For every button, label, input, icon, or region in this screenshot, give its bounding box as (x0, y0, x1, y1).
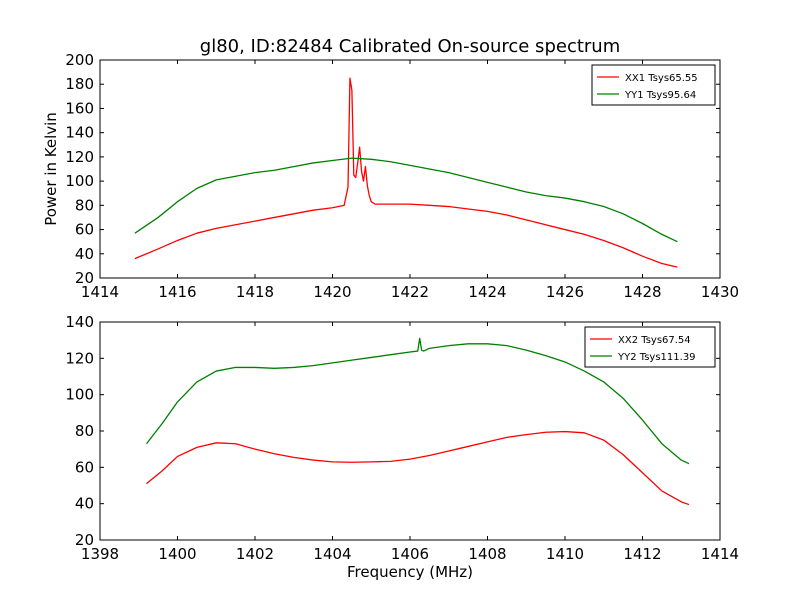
x-tick-label: 1412 (623, 545, 661, 563)
y-tick-label: 40 (75, 495, 94, 513)
y-tick-label: 160 (65, 99, 94, 117)
legend: XX2 Tsys67.54 YY2 Tsys111.39 (584, 326, 716, 368)
x-tick-label: 1416 (158, 283, 196, 301)
x-tick-label: 1404 (313, 545, 351, 563)
x-tick-label: 1414 (701, 545, 739, 563)
y-tick-label: 80 (75, 196, 94, 214)
x-tick-label: 1408 (468, 545, 506, 563)
y-tick-label: 140 (65, 124, 94, 142)
figure-title: gl80, ID:82484 Calibrated On-source spec… (200, 36, 620, 57)
y-tick-label: 180 (65, 75, 94, 93)
x-tick-label: 1414 (81, 283, 119, 301)
y-tick-label: 80 (75, 422, 94, 440)
series-line-1-1 (134, 77, 678, 268)
y-tick-label: 100 (65, 172, 94, 190)
legend-box (584, 326, 716, 368)
x-tick-label: 1420 (313, 283, 351, 301)
x-tick-label: 1422 (391, 283, 429, 301)
bottom-plot: 1398 1400 1402 1404 1406 1408 1410 1412 1414 20 40… (65, 313, 739, 581)
y-tick-label: 20 (75, 269, 94, 287)
y-tick-label: 120 (65, 148, 94, 166)
x-tick-label: 1430 (701, 283, 739, 301)
x-tick-label: 1398 (81, 545, 119, 563)
y-tick-label: 20 (75, 531, 94, 549)
y-tick-label: 40 (75, 245, 94, 263)
y-tick-label: 140 (65, 313, 94, 331)
x-tick-label: 1400 (158, 545, 196, 563)
legend-label: YY2 Tsys111.39 (617, 352, 696, 363)
x-tick-label: 1424 (468, 283, 506, 301)
y-axis-label: Power in Kelvin (42, 112, 60, 226)
series-line-2-1 (146, 430, 690, 506)
y-tick-label: 60 (75, 458, 94, 476)
x-tick-label: 1402 (236, 545, 274, 563)
series-line-1-2 (134, 157, 678, 243)
legend-label: XX1 Tsys65.55 (625, 73, 698, 84)
x-tick-label: 1418 (236, 283, 274, 301)
series-line-2-2 (145, 337, 690, 465)
top-plot: 1414 1416 1418 1420 1422 1424 1426 1428 1430 20 40… (42, 51, 739, 301)
y-tick-label: 120 (65, 349, 94, 367)
legend-label: XX2 Tsys67.54 (618, 335, 691, 346)
y-tick-label: 100 (65, 386, 94, 404)
legend-box (591, 64, 716, 106)
x-tick-label: 1426 (546, 283, 584, 301)
x-tick-label: 1428 (623, 283, 661, 301)
legend-label: YY1 Tsys95.64 (624, 90, 696, 101)
x-axis-label: Frequency (MHz) (347, 563, 473, 581)
x-tick-label: 1410 (546, 545, 584, 563)
y-tick-label: 200 (65, 51, 94, 69)
legend: XX1 Tsys65.55 YY1 Tsys95.64 (591, 64, 716, 106)
y-tick-label: 60 (75, 221, 94, 239)
x-tick-label: 1406 (391, 545, 429, 563)
